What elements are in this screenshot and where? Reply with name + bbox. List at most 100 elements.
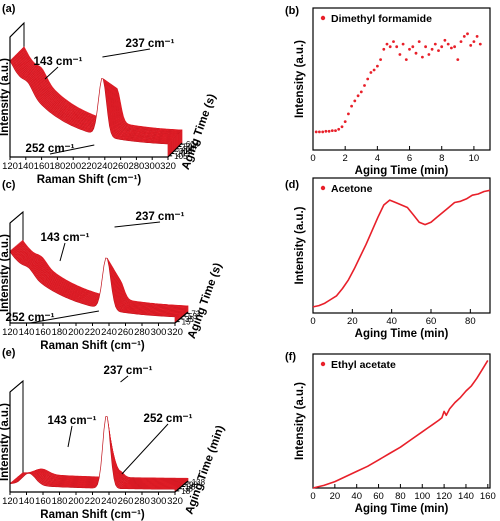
x-tick-label: 280 (134, 327, 150, 338)
data-point (330, 129, 334, 133)
z-tick-label: 305 (179, 147, 193, 156)
x-axis-label: Raman Shift (cm⁻¹) (37, 174, 142, 186)
data-point (398, 53, 402, 56)
x-tick-label: 20 (347, 316, 358, 327)
peak-annotation: 252 cm⁻¹ (26, 143, 75, 155)
x-tick-label: 300 (151, 496, 167, 507)
y-axis-label: Intensity (a.u.) (294, 382, 306, 460)
data-point (478, 42, 482, 46)
data-point (321, 130, 325, 134)
legend-marker (320, 361, 326, 367)
data-point (475, 35, 479, 38)
data-point (340, 125, 344, 129)
z-tick-label: 404 (181, 145, 195, 154)
x-tick-label: 120 (2, 161, 18, 172)
x-tick-label: 240 (101, 327, 117, 338)
x-axis-label: Aging Time (min) (355, 503, 449, 515)
x-tick-label: 2 (343, 153, 348, 164)
x-tick-label: 320 (160, 161, 176, 172)
peak-annotation: 143 cm⁻¹ (48, 415, 97, 427)
spectrum-line (9, 416, 176, 493)
x-tick-label: 20 (330, 491, 341, 502)
data-point (437, 49, 440, 52)
data-point (388, 45, 392, 49)
panel-label: (e) (2, 347, 16, 359)
data-point (446, 42, 450, 46)
y-axis-label: Intensity (a.u.) (294, 206, 306, 284)
z-tick-label: 98 (189, 480, 198, 489)
data-point (414, 51, 418, 55)
legend-marker (320, 185, 326, 191)
annotation-leader (49, 144, 95, 155)
x-tick-label: 0 (310, 153, 315, 164)
data-point (427, 53, 431, 56)
x-axis-label: Aging Time (min) (355, 165, 449, 177)
x-tick-label: 40 (386, 316, 397, 327)
z-tick-label: 205 (177, 150, 191, 159)
x-tick-label: 200 (68, 496, 84, 507)
x-tick-label: 220 (85, 327, 101, 338)
plot-frame (312, 7, 491, 151)
plot-frame (312, 177, 491, 314)
data-point (337, 127, 341, 131)
data-point (395, 45, 399, 49)
x-tick-label: 100 (414, 491, 430, 502)
x-tick-label: 280 (134, 496, 150, 507)
data-point (440, 45, 444, 49)
annotation-leader (67, 425, 73, 448)
data-point (424, 45, 427, 49)
data-point (421, 55, 424, 59)
annotation-leader (29, 310, 99, 324)
peak-annotation: 237 cm⁻¹ (126, 38, 175, 50)
panel-a: 120 140 160 180 200 220 240 260 280 300 320 Raman S… (0, 3, 218, 186)
x-tick-label: 60 (426, 316, 437, 327)
x-axis-label: Raman Shift (cm⁻¹) (40, 340, 145, 352)
z-tick-label: 35 (185, 315, 194, 324)
x-tick-label: 60 (373, 491, 384, 502)
x-tick-label: 120 (2, 496, 18, 507)
peak-annotation: 252 cm⁻¹ (6, 312, 55, 324)
y-axis-label: Intensity (a.u.) (0, 58, 11, 136)
peak-annotation: 237 cm⁻¹ (104, 365, 153, 377)
y-axis-label: Intensity (a.u.) (294, 40, 306, 118)
z-tick-label: 105 (174, 152, 188, 161)
x-axis-label: Aging Time (min) (355, 328, 449, 340)
z-tick-label: 58 (187, 483, 196, 492)
z-tick-label: 18 (181, 487, 190, 496)
data-point (411, 45, 415, 49)
x-tick-label: 80 (465, 316, 476, 327)
x-tick-label: 160 (35, 327, 51, 338)
panel-label: (b) (285, 5, 299, 17)
data-point (382, 47, 386, 51)
x-tick-label: 180 (52, 327, 68, 338)
data-point (379, 58, 382, 61)
x-tick-label: 260 (118, 496, 134, 507)
data-point (459, 40, 463, 43)
data-point (376, 64, 379, 68)
x-tick-label: 200 (68, 327, 84, 338)
spectrum-line (9, 60, 169, 158)
annotation-leader (102, 48, 151, 58)
data-point (392, 40, 395, 43)
legend-label: Ethyl acetate (331, 359, 396, 371)
x-tick-label: 4 (375, 153, 380, 164)
data-point (372, 68, 376, 72)
x-tick-label: 160 (34, 161, 50, 172)
top-frame (9, 211, 24, 224)
data-point (462, 35, 466, 38)
data-point (401, 42, 405, 46)
x-tick-label: 300 (151, 327, 167, 338)
z-tick-label: 53 (188, 312, 197, 321)
data-point (356, 94, 360, 98)
data-point (404, 58, 408, 61)
data-point (443, 38, 447, 42)
plot-frame (312, 353, 491, 489)
panel-c: 120 140 160 180 200 220 240 260 280 300 320 Raman S… (0, 179, 224, 352)
data-point (366, 77, 370, 81)
y-axis-label: Intensity (a.u.) (0, 403, 11, 481)
x-tick-label: 180 (49, 161, 65, 172)
top-frame (9, 380, 24, 393)
x-tick-label: 140 (18, 161, 34, 172)
panel-b: 0 2 4 6 8 10 Aging Time (min) Intensity (a.u.) (… (285, 5, 491, 177)
